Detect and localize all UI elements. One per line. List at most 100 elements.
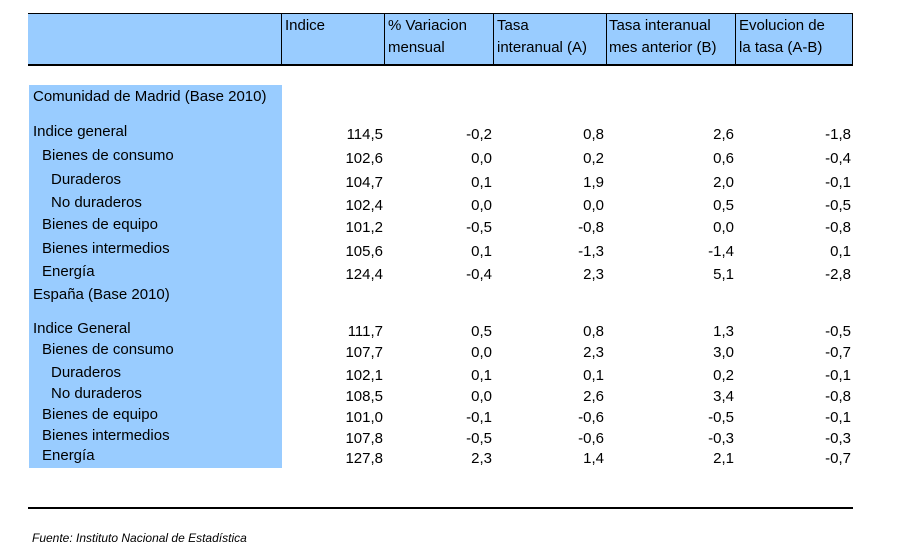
table-cell: -0,6 (578, 409, 604, 426)
table-cell: 0,0 (471, 150, 492, 167)
table-cell: -0,2 (466, 126, 492, 143)
table-header (28, 13, 853, 65)
row-label: Indice general (33, 123, 128, 140)
table-cell: 0,2 (583, 150, 604, 167)
table-cell: 0,1 (830, 243, 851, 260)
table-cell: -0,1 (825, 367, 851, 384)
row-label: Bienes intermedios (42, 240, 170, 257)
row-label: No duraderos (51, 385, 142, 402)
table-cell: 107,7 (345, 344, 383, 361)
row-label: Bienes de consumo (42, 147, 174, 164)
table-cell: 0,1 (471, 367, 492, 384)
table-cell: 1,3 (713, 323, 734, 340)
row-label: Duraderos (51, 171, 122, 188)
column-divider (735, 13, 736, 65)
table-cell: 0,8 (583, 323, 604, 340)
table-cell: 2,6 (583, 388, 604, 405)
table-cell: 2,3 (471, 450, 492, 467)
table-cell: 0,5 (471, 323, 492, 340)
table-cell: 0,0 (471, 388, 492, 405)
header-tasa-mes-anterior: Tasa interanual mes anterior (B) (609, 17, 717, 56)
table-cell: 0,8 (583, 126, 604, 143)
table-cell: -1,4 (708, 243, 734, 260)
source-note: Fuente: Instituto Nacional de Estadístic… (32, 531, 247, 545)
table-cell: 0,6 (713, 150, 734, 167)
table-cell: -0,8 (825, 388, 851, 405)
table-cell: 102,4 (345, 197, 383, 214)
header-evolucion-tasa: Evolucion de la tasa (A-B) (739, 17, 825, 56)
table-cell: 102,1 (345, 367, 383, 384)
row-label: Bienes de equipo (42, 216, 158, 233)
table-cell: 2,6 (713, 126, 734, 143)
table-cell: 102,6 (345, 150, 383, 167)
table-cell: 114,5 (346, 126, 383, 143)
row-label: Energía (42, 447, 95, 464)
table-cell: 127,8 (345, 450, 383, 467)
column-divider (281, 13, 282, 65)
row-label: Energía (42, 263, 95, 280)
row-label: Bienes intermedios (42, 427, 170, 444)
table-cell: 0,0 (471, 197, 492, 214)
column-divider (606, 13, 607, 65)
table-cell: 0,2 (713, 367, 734, 384)
table-cell: -0,3 (825, 430, 851, 447)
table-cell: -0,5 (466, 430, 492, 447)
table-cell: 101,0 (345, 409, 383, 426)
column-divider (852, 13, 853, 65)
row-label: Bienes de equipo (42, 406, 158, 423)
table-cell: 3,0 (713, 344, 734, 361)
table-cell: 3,4 (713, 388, 734, 405)
header-tasa-interanual: Tasa interanual (A) (497, 17, 588, 56)
row-label: Bienes de consumo (42, 341, 174, 358)
table-cell: -0,8 (578, 219, 604, 236)
column-divider (384, 13, 385, 65)
table-cell: 0,5 (713, 197, 734, 214)
table-cell: -1,8 (825, 126, 851, 143)
header-top-rule (28, 13, 853, 14)
table-cell: -0,4 (466, 266, 492, 283)
table-cell: 2,1 (713, 450, 734, 467)
table-cell: 1,9 (583, 174, 604, 191)
table-cell: -0,5 (825, 323, 851, 340)
table-cell: 108,5 (345, 388, 383, 405)
table-cell: -0,1 (825, 174, 851, 191)
table-cell: 2,3 (583, 266, 604, 283)
header-variacion-mensual: % Variacion mensual (388, 17, 467, 56)
table-cell: 105,6 (345, 243, 383, 260)
table-cell: -0,7 (825, 450, 851, 467)
table-cell: -0,1 (466, 409, 492, 426)
row-label: Duraderos (51, 364, 122, 381)
table-cell: -0,5 (708, 409, 734, 426)
table-cell: -0,8 (825, 219, 851, 236)
table-cell: -0,6 (578, 430, 604, 447)
table-cell: 0,0 (713, 219, 734, 236)
table-cell: -0,3 (708, 430, 734, 447)
table-cell: -0,1 (825, 409, 851, 426)
table-cell: -0,5 (825, 197, 851, 214)
table-cell: 0,0 (583, 197, 604, 214)
table-cell: 0,1 (471, 243, 492, 260)
row-label-column (29, 85, 282, 468)
table-cell: 101,2 (345, 219, 383, 236)
table-cell: 1,4 (583, 450, 604, 467)
row-label: Indice General (33, 320, 131, 337)
table-cell: 0,0 (471, 344, 492, 361)
table-cell: 104,7 (345, 174, 383, 191)
table-cell: -0,7 (825, 344, 851, 361)
table-cell: -0,5 (466, 219, 492, 236)
table-cell: 124,4 (345, 266, 383, 283)
table-cell: 0,1 (471, 174, 492, 191)
table-cell: 2,0 (713, 174, 734, 191)
footer-rule (28, 507, 853, 509)
table-cell: -0,4 (825, 150, 851, 167)
table-cell: 0,1 (583, 367, 604, 384)
table-cell: 111,7 (347, 323, 383, 340)
section-title: Comunidad de Madrid (Base 2010) (33, 88, 267, 105)
row-label: No duraderos (51, 194, 142, 211)
section-title: España (Base 2010) (33, 286, 170, 303)
table-cell: 107,8 (345, 430, 383, 447)
header-bottom-rule (28, 64, 853, 66)
table-cell: 5,1 (713, 266, 734, 283)
table-cell: -1,3 (578, 243, 604, 260)
table-cell: -2,8 (825, 266, 851, 283)
